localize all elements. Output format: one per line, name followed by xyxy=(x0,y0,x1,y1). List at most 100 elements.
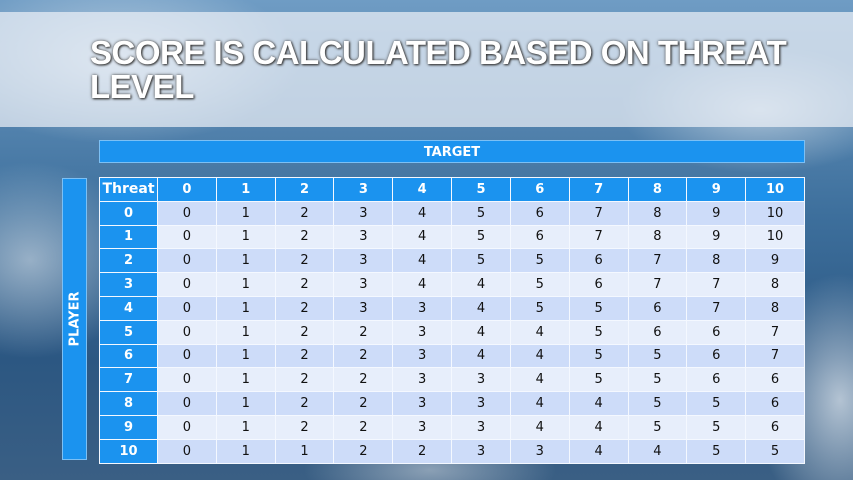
score-cell: 0 xyxy=(157,200,217,226)
score-cell: 6 xyxy=(745,367,805,393)
score-cell: 3 xyxy=(333,200,394,226)
score-cell: 8 xyxy=(745,272,805,297)
score-cell: 0 xyxy=(157,295,217,321)
column-header: 6 xyxy=(509,177,570,202)
row-header: 10 xyxy=(99,438,158,464)
score-cell: 7 xyxy=(568,200,629,226)
score-cell: 4 xyxy=(627,438,688,464)
score-cell: 7 xyxy=(686,272,747,297)
score-cell: 5 xyxy=(627,343,688,369)
score-cell: 5 xyxy=(627,367,688,393)
row-header: 4 xyxy=(99,295,158,321)
score-cell: 6 xyxy=(745,414,805,440)
score-cell: 5 xyxy=(451,248,511,274)
score-cell: 0 xyxy=(157,224,217,250)
row-header: 6 xyxy=(99,343,158,369)
score-cell: 1 xyxy=(215,367,276,393)
score-cell: 8 xyxy=(686,248,747,274)
score-cell: 1 xyxy=(215,224,276,250)
score-cell: 2 xyxy=(274,319,335,345)
score-cell: 5 xyxy=(627,391,688,416)
score-cell: 5 xyxy=(568,295,629,321)
score-cell: 2 xyxy=(333,343,394,369)
score-cell: 3 xyxy=(392,367,453,393)
score-cell: 3 xyxy=(333,224,394,250)
score-cell: 6 xyxy=(686,319,747,345)
column-header: 5 xyxy=(451,177,511,202)
score-cell: 4 xyxy=(568,438,629,464)
score-cell: 5 xyxy=(568,343,629,369)
score-cell: 9 xyxy=(745,248,805,274)
score-cell: 5 xyxy=(745,438,805,464)
score-cell: 3 xyxy=(509,438,570,464)
score-cell: 3 xyxy=(392,414,453,440)
score-cell: 3 xyxy=(451,414,511,440)
score-cell: 6 xyxy=(686,367,747,393)
score-cell: 4 xyxy=(392,200,453,226)
score-cell: 2 xyxy=(274,367,335,393)
score-cell: 1 xyxy=(215,295,276,321)
score-cell: 1 xyxy=(274,438,335,464)
row-header: 5 xyxy=(99,319,158,345)
column-header: 0 xyxy=(157,177,217,202)
table-row: 1 0 1 2 3 4 5 6 7 8 9 10 xyxy=(99,224,805,250)
column-header: 9 xyxy=(686,177,747,202)
score-cell: 2 xyxy=(274,343,335,369)
score-cell: 3 xyxy=(392,295,453,321)
score-cell: 0 xyxy=(157,319,217,345)
score-cell: 2 xyxy=(274,414,335,440)
score-cell: 7 xyxy=(627,272,688,297)
score-cell: 6 xyxy=(627,295,688,321)
score-cell: 6 xyxy=(627,319,688,345)
score-cell: 4 xyxy=(392,248,453,274)
player-label-text: PLAYER xyxy=(67,291,82,347)
score-cell: 4 xyxy=(568,414,629,440)
score-cell: 10 xyxy=(745,200,805,226)
score-cell: 8 xyxy=(627,200,688,226)
score-cell: 4 xyxy=(451,272,511,297)
score-cell: 0 xyxy=(157,438,217,464)
score-cell: 2 xyxy=(274,248,335,274)
score-cell: 3 xyxy=(333,248,394,274)
score-cell: 5 xyxy=(451,200,511,226)
score-cell: 7 xyxy=(745,319,805,345)
score-cell: 1 xyxy=(215,343,276,369)
column-header: 2 xyxy=(274,177,335,202)
score-cell: 7 xyxy=(686,295,747,321)
score-cell: 4 xyxy=(509,343,570,369)
score-cell: 2 xyxy=(333,319,394,345)
score-cell: 3 xyxy=(451,438,511,464)
score-cell: 4 xyxy=(509,319,570,345)
score-cell: 4 xyxy=(509,391,570,416)
row-header: 3 xyxy=(99,272,158,297)
score-cell: 5 xyxy=(568,367,629,393)
title-band xyxy=(0,12,853,127)
score-cell: 5 xyxy=(509,248,570,274)
score-cell: 8 xyxy=(745,295,805,321)
column-header: 3 xyxy=(333,177,394,202)
score-cell: 3 xyxy=(333,272,394,297)
score-cell: 7 xyxy=(627,248,688,274)
column-header: 7 xyxy=(568,177,629,202)
score-cell: 1 xyxy=(215,200,276,226)
slide-title: SCORE IS CALCULATED BASED ON THREAT LEVE… xyxy=(90,34,787,105)
score-cell: 8 xyxy=(627,224,688,250)
score-cell: 0 xyxy=(157,343,217,369)
row-header: 9 xyxy=(99,414,158,440)
corner-header: Threat xyxy=(99,177,158,202)
score-cell: 4 xyxy=(451,295,511,321)
row-header: 8 xyxy=(99,391,158,416)
score-table: Threat 0 1 2 3 4 5 6 7 8 9 10 0 0 1 2 3 4 5 6 7 8 9 10 1 0 1 2 3 4 5… xyxy=(99,177,805,464)
score-cell: 6 xyxy=(568,248,629,274)
score-cell: 2 xyxy=(333,438,394,464)
score-cell: 9 xyxy=(686,224,747,250)
score-cell: 3 xyxy=(392,391,453,416)
score-cell: 6 xyxy=(568,272,629,297)
target-axis-label: TARGET xyxy=(99,140,805,163)
column-header: 8 xyxy=(627,177,688,202)
score-cell: 6 xyxy=(509,200,570,226)
score-cell: 5 xyxy=(509,272,570,297)
score-cell: 4 xyxy=(509,414,570,440)
